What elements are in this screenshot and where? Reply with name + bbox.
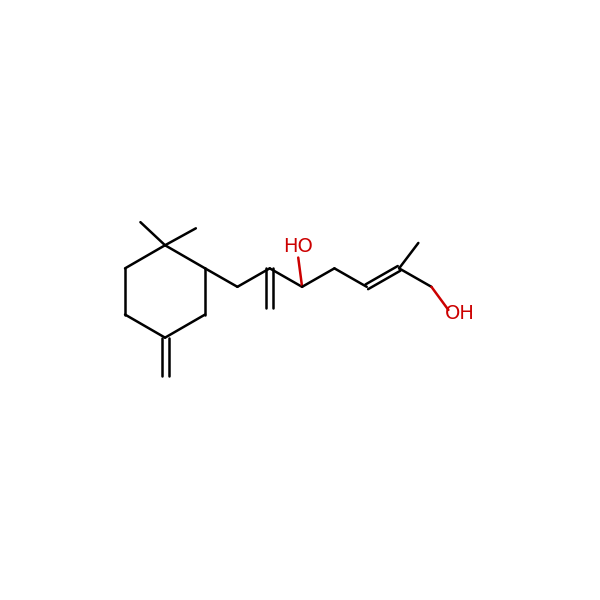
Text: OH: OH [445,304,475,323]
Text: HO: HO [283,237,313,256]
